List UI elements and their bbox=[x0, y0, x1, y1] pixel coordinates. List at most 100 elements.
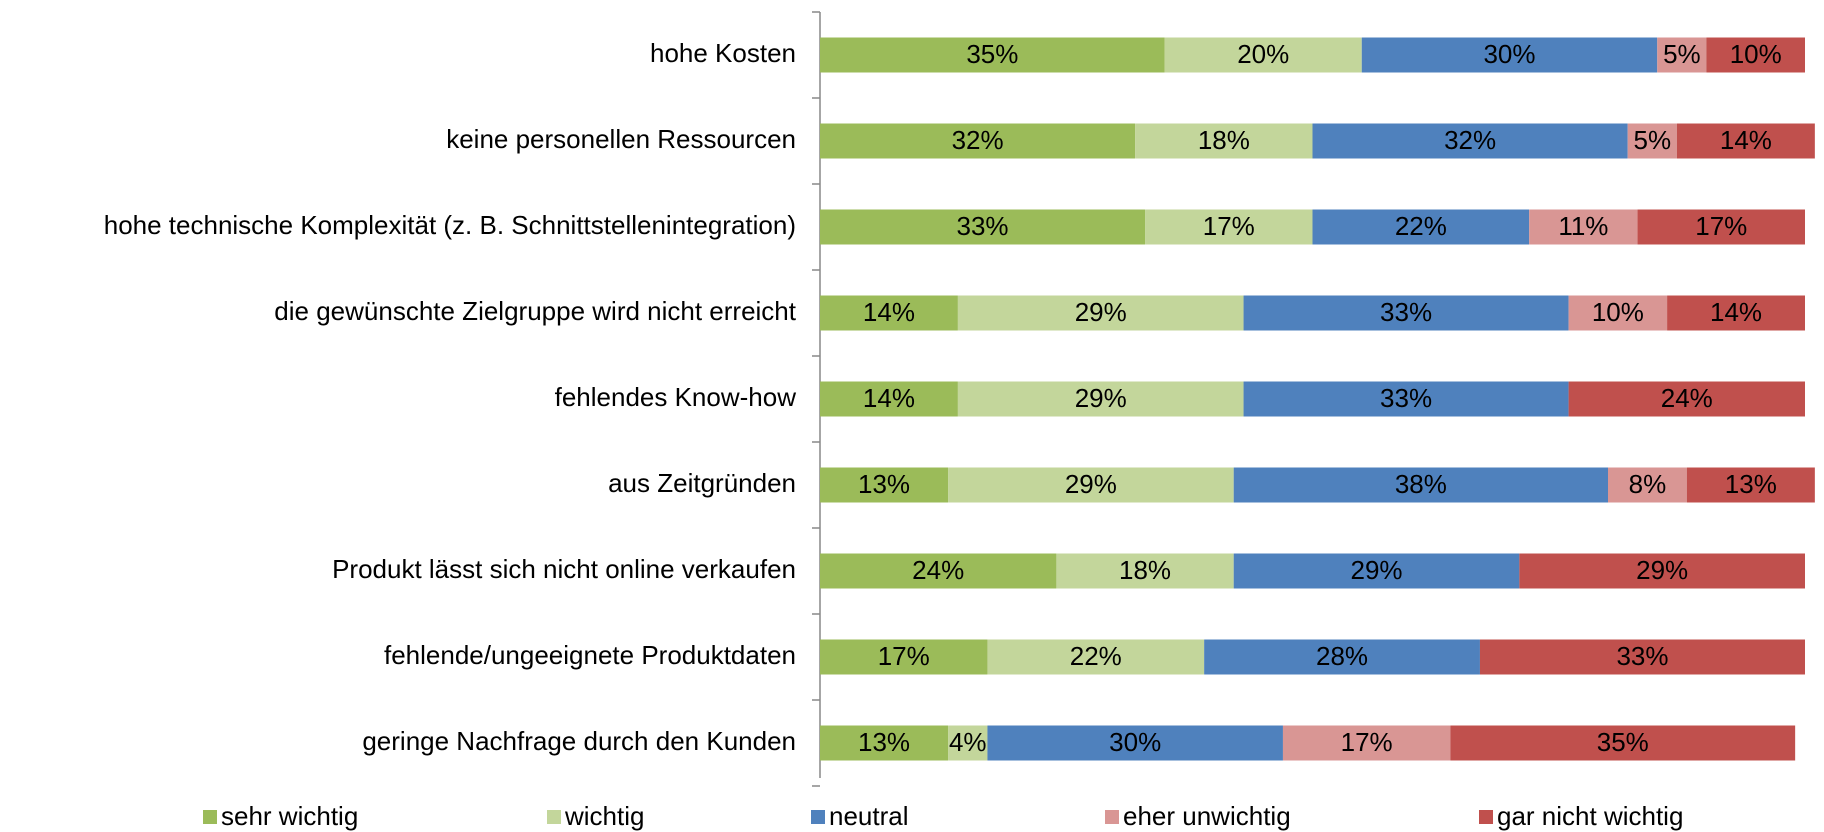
legend-swatch bbox=[203, 810, 217, 824]
bar-segment bbox=[820, 725, 949, 761]
data-label: 33% bbox=[1380, 383, 1432, 413]
data-label: 38% bbox=[1395, 469, 1447, 499]
data-label: 29% bbox=[1636, 555, 1688, 585]
data-label: 13% bbox=[858, 727, 910, 757]
bar-segment bbox=[820, 553, 1057, 589]
bar-segment bbox=[1479, 639, 1805, 675]
bar-segment bbox=[1056, 553, 1234, 589]
data-label: 17% bbox=[1695, 211, 1747, 241]
bar-segment bbox=[820, 295, 958, 331]
bar-segment bbox=[1627, 123, 1677, 159]
data-label: 13% bbox=[1725, 469, 1777, 499]
data-label: 29% bbox=[1075, 383, 1127, 413]
bar-segment bbox=[820, 37, 1165, 73]
legend-label: wichtig bbox=[564, 801, 644, 831]
data-label: 22% bbox=[1395, 211, 1447, 241]
bar-segment bbox=[1568, 381, 1805, 417]
bar-segment bbox=[1450, 725, 1796, 761]
data-label: 29% bbox=[1065, 469, 1117, 499]
bar-segment bbox=[948, 725, 988, 761]
category-label: geringe Nachfrage durch den Kunden bbox=[362, 726, 796, 756]
data-label: 32% bbox=[1444, 125, 1496, 155]
legend-label: neutral bbox=[829, 801, 909, 831]
data-label: 32% bbox=[952, 125, 1004, 155]
legend-label: sehr wichtig bbox=[221, 801, 358, 831]
category-label: fehlendes Know-how bbox=[555, 382, 797, 412]
bar-segment bbox=[1608, 467, 1687, 503]
data-label: 17% bbox=[878, 641, 930, 671]
bar-segment bbox=[1243, 381, 1569, 417]
legend-swatch bbox=[1479, 810, 1493, 824]
bar-segment bbox=[820, 467, 949, 503]
data-label: 30% bbox=[1109, 727, 1161, 757]
bar-segment bbox=[820, 639, 988, 675]
bar-segment bbox=[1637, 209, 1805, 245]
data-label: 18% bbox=[1198, 125, 1250, 155]
bar-segment bbox=[987, 725, 1283, 761]
bar-segment bbox=[1676, 123, 1815, 159]
bar-segment bbox=[820, 123, 1136, 159]
legend-label: gar nicht wichtig bbox=[1497, 801, 1683, 831]
bar-segment bbox=[1706, 37, 1805, 73]
data-label: 10% bbox=[1730, 39, 1782, 69]
data-label: 13% bbox=[858, 469, 910, 499]
category-label: Produkt lässt sich nicht online verkaufe… bbox=[332, 554, 796, 584]
bar-segment bbox=[1568, 295, 1668, 331]
bar-segment bbox=[1243, 295, 1569, 331]
bar-segment bbox=[1204, 639, 1480, 675]
bar-segment bbox=[820, 209, 1146, 245]
data-label: 22% bbox=[1070, 641, 1122, 671]
data-label: 30% bbox=[1483, 39, 1535, 69]
bar-segment bbox=[1312, 209, 1530, 245]
category-label: keine personellen Ressourcen bbox=[446, 124, 796, 154]
data-label: 33% bbox=[1380, 297, 1432, 327]
data-label: 10% bbox=[1592, 297, 1644, 327]
data-label: 29% bbox=[1075, 297, 1127, 327]
data-label: 24% bbox=[912, 555, 964, 585]
data-label: 5% bbox=[1634, 125, 1672, 155]
bar-segment bbox=[1667, 295, 1805, 331]
category-label: aus Zeitgründen bbox=[608, 468, 796, 498]
data-label: 35% bbox=[966, 39, 1018, 69]
bar-segment bbox=[1312, 123, 1628, 159]
category-label: fehlende/ungeeignete Produktdaten bbox=[384, 640, 796, 670]
bar-segment bbox=[1361, 37, 1658, 73]
data-label: 18% bbox=[1119, 555, 1171, 585]
data-label: 14% bbox=[1710, 297, 1762, 327]
bar-segment bbox=[1282, 725, 1451, 761]
bar-segment bbox=[1233, 553, 1520, 589]
category-label: hohe Kosten bbox=[650, 38, 796, 68]
bar-segment bbox=[820, 381, 958, 417]
bar-segment bbox=[987, 639, 1205, 675]
bar-segment bbox=[1145, 209, 1313, 245]
bar-segment bbox=[1233, 467, 1608, 503]
legend-swatch bbox=[811, 810, 825, 824]
data-label: 29% bbox=[1351, 555, 1403, 585]
data-label: 11% bbox=[1558, 211, 1608, 241]
legend-label: eher unwichtig bbox=[1123, 801, 1291, 831]
legend-swatch bbox=[547, 810, 561, 824]
data-label: 20% bbox=[1237, 39, 1289, 69]
data-label: 28% bbox=[1316, 641, 1368, 671]
data-label: 35% bbox=[1597, 727, 1649, 757]
bar-segment bbox=[1657, 37, 1707, 73]
bar-segment bbox=[948, 467, 1234, 503]
data-label: 33% bbox=[957, 211, 1009, 241]
data-label: 5% bbox=[1663, 39, 1701, 69]
bar-segment bbox=[1164, 37, 1362, 73]
bar-segment bbox=[957, 295, 1244, 331]
data-label: 4% bbox=[949, 727, 987, 757]
data-label: 24% bbox=[1661, 383, 1713, 413]
bar-segment bbox=[1686, 467, 1815, 503]
data-label: 33% bbox=[1616, 641, 1668, 671]
data-label: 14% bbox=[863, 297, 915, 327]
data-label: 8% bbox=[1629, 469, 1667, 499]
legend-swatch bbox=[1105, 810, 1119, 824]
bar-segment bbox=[1519, 553, 1805, 589]
bar-segment bbox=[1529, 209, 1638, 245]
data-label: 14% bbox=[1720, 125, 1772, 155]
data-label: 17% bbox=[1341, 727, 1393, 757]
bar-segment bbox=[957, 381, 1244, 417]
category-label: hohe technische Komplexität (z. B. Schni… bbox=[104, 210, 796, 240]
bar-segment bbox=[1135, 123, 1313, 159]
